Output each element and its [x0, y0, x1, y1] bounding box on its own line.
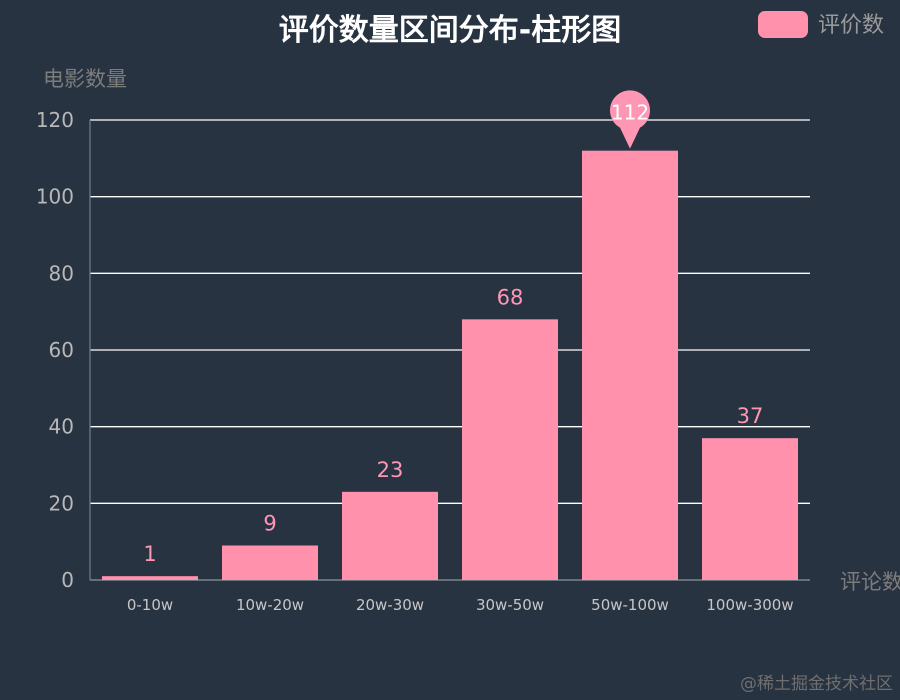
- bar-value-label: 68: [497, 285, 524, 309]
- grid-lines: [89, 119, 810, 581]
- bars: [102, 150, 798, 581]
- y-tick-label: 100: [36, 185, 74, 209]
- x-tick-label: 20w-30w: [356, 596, 424, 614]
- bar-value-label: 23: [377, 458, 404, 482]
- legend-label[interactable]: 评价数: [818, 13, 884, 38]
- y-tick-label: 0: [61, 568, 74, 592]
- bar-labels: 1 9 23 68 37: [143, 285, 763, 566]
- bar-20w-30w[interactable]: [342, 491, 438, 580]
- legend[interactable]: 评价数: [758, 11, 884, 38]
- max-marker-pin[interactable]: [610, 90, 651, 149]
- bar-value-label: 9: [263, 512, 276, 536]
- bar-value-label: 1: [143, 542, 156, 566]
- y-tick-label: 60: [49, 338, 74, 362]
- y-tick-label: 40: [49, 415, 74, 439]
- bar-100w-300w[interactable]: [702, 438, 798, 580]
- max-marker: 112: [610, 90, 651, 149]
- watermark: @稀土掘金技术社区: [740, 674, 893, 694]
- y-tick-label: 80: [49, 261, 74, 285]
- x-axis-label: 评论数: [840, 570, 900, 594]
- legend-swatch[interactable]: [758, 11, 808, 38]
- x-tick-label: 0-10w: [127, 596, 173, 614]
- chart-title: 评价数量区间分布-柱形图: [279, 13, 621, 48]
- x-tick-label: 30w-50w: [476, 596, 544, 614]
- x-axis-ticks: 0-10w 10w-20w 20w-30w 30w-50w 50w-100w 100w-3…: [127, 596, 794, 614]
- x-tick-label: 50w-100w: [591, 596, 669, 614]
- x-tick-label: 100w-300w: [706, 596, 793, 614]
- x-tick-label: 10w-20w: [236, 596, 304, 614]
- bar-50w-100w[interactable]: [582, 150, 678, 580]
- y-axis-label: 电影数量: [43, 67, 127, 91]
- bar-0-10w[interactable]: [102, 576, 198, 580]
- bar-30w-50w[interactable]: [462, 319, 558, 580]
- y-axis-ticks: 0 20 40 60 80 100 120: [36, 108, 74, 592]
- bar-10w-20w[interactable]: [222, 545, 318, 581]
- bar-value-label: 37: [737, 404, 764, 428]
- max-marker-label: 112: [611, 101, 649, 125]
- y-tick-label: 120: [36, 108, 74, 132]
- y-tick-label: 20: [49, 491, 74, 515]
